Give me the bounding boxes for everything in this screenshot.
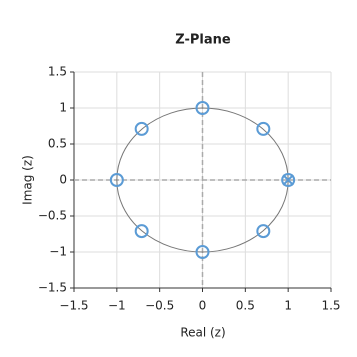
y-tick-label: 0.5 — [48, 137, 67, 151]
x-axis-label: Real (z) — [180, 326, 225, 340]
x-tick-label: 1 — [284, 299, 292, 313]
y-tick-label: 1 — [59, 101, 67, 115]
zero-marker — [195, 245, 210, 259]
y-tick-label: 1.5 — [48, 65, 67, 79]
zero-marker — [134, 121, 149, 136]
y-tick-label: −1 — [49, 245, 67, 259]
x-tick-label: −0.5 — [145, 299, 174, 313]
zero-marker — [256, 224, 271, 239]
zero-marker — [134, 224, 149, 239]
zero-marker — [195, 101, 210, 115]
x-tick-label: −1.5 — [59, 299, 88, 313]
x-tick-label: 0.5 — [236, 299, 255, 313]
zero-marker — [256, 121, 271, 136]
y-axis-label: Imag (z) — [21, 155, 35, 205]
zero-marker — [281, 173, 296, 187]
pole-marker — [282, 174, 294, 186]
chart-title: Z-Plane — [175, 33, 231, 48]
y-tick-label: −1.5 — [38, 281, 67, 295]
y-tick-label: 0 — [59, 173, 67, 187]
x-tick-label: −1 — [108, 299, 126, 313]
x-tick-label: 0 — [199, 299, 207, 313]
zero-marker — [109, 173, 124, 187]
y-tick-label: −0.5 — [38, 209, 67, 223]
x-tick-label: 1.5 — [321, 299, 340, 313]
